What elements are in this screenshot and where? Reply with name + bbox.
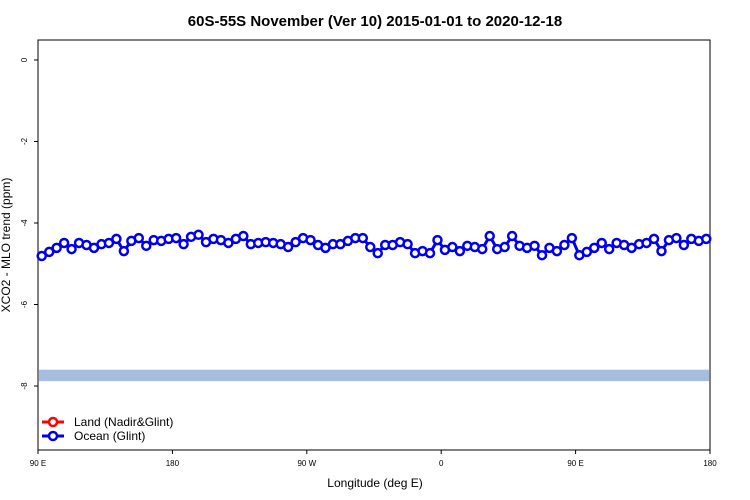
data-point	[290, 236, 301, 248]
data-point	[178, 238, 189, 250]
data-point	[36, 250, 47, 262]
data-point	[559, 239, 570, 251]
data-point	[454, 245, 466, 257]
data-point	[581, 246, 593, 258]
data-point	[66, 243, 77, 255]
legend-marker	[47, 416, 59, 428]
y-tick-label: -2	[20, 137, 29, 145]
data-point	[372, 247, 383, 259]
legend-label: Ocean (Glint)	[74, 429, 145, 443]
data-point	[223, 237, 234, 249]
data-point	[536, 249, 548, 261]
data-point	[499, 241, 510, 253]
data-point	[103, 237, 115, 249]
data-point	[551, 245, 563, 257]
x-tick-label: 0	[439, 459, 444, 468]
data-point	[671, 232, 682, 244]
data-point	[424, 247, 436, 259]
legend-label: Land (Nadir&Glint)	[74, 415, 173, 429]
x-tick-label: 180	[166, 459, 180, 468]
legend-marker	[47, 430, 59, 442]
data-point	[238, 230, 249, 242]
data-point	[589, 242, 600, 254]
x-axis-label: Longitude (deg E)	[327, 476, 422, 490]
data-point	[447, 241, 458, 253]
data-point	[43, 246, 55, 258]
band	[39, 369, 709, 382]
y-tick-label: -4	[20, 219, 29, 227]
y-tick-label: -8	[20, 382, 29, 390]
plot-frame	[37, 39, 711, 451]
data-point	[596, 237, 607, 249]
data-point	[170, 232, 182, 244]
data-point	[111, 233, 122, 245]
y-tick-label: 0	[20, 57, 29, 62]
data-point	[484, 230, 495, 242]
data-point	[641, 237, 652, 249]
data-point	[357, 232, 369, 244]
y-axis-label: XCO2 - MLO trend (ppm)	[0, 178, 13, 313]
data-point	[118, 245, 130, 257]
data-point	[648, 233, 660, 245]
x-tick-label: 90 E	[567, 459, 583, 468]
data-point	[193, 229, 204, 241]
data-point	[141, 240, 152, 252]
data-point	[678, 239, 690, 251]
y-tick-label: -6	[20, 300, 29, 308]
data-point	[603, 243, 615, 255]
data-point	[402, 238, 413, 250]
data-point	[656, 245, 667, 257]
data-point	[133, 232, 145, 244]
data-point	[51, 242, 62, 254]
x-tick-label: 90 E	[30, 459, 46, 468]
data-point	[529, 240, 540, 252]
x-tick-label: 180	[703, 459, 717, 468]
x-tick-label: 90 W	[297, 459, 316, 468]
data-point	[566, 232, 578, 244]
data-point	[432, 234, 443, 246]
data-point	[477, 243, 488, 255]
data-point	[282, 241, 294, 253]
data-point	[305, 234, 316, 246]
data-point	[58, 237, 70, 249]
data-point	[365, 241, 376, 253]
chart-title: 60S-55S November (Ver 10) 2015-01-01 to …	[188, 13, 562, 30]
data-point	[701, 233, 712, 245]
data-point	[506, 230, 518, 242]
